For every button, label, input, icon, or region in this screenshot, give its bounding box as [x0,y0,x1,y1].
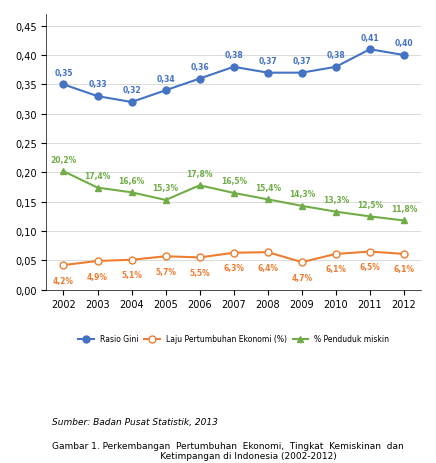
Text: 6,1%: 6,1% [325,265,346,274]
Text: 0,41: 0,41 [361,33,379,43]
Text: 11,8%: 11,8% [391,204,417,213]
Text: 15,3%: 15,3% [153,184,179,193]
Text: 0,40: 0,40 [395,39,413,48]
Text: 6,5%: 6,5% [360,263,380,271]
Text: 17,4%: 17,4% [84,172,111,181]
Text: 4,2%: 4,2% [53,276,74,285]
Text: 0,33: 0,33 [88,80,107,89]
Text: 15,4%: 15,4% [255,183,281,192]
Text: 13,3%: 13,3% [323,196,349,205]
Text: 4,9%: 4,9% [87,272,108,281]
Text: 0,36: 0,36 [191,63,209,72]
Text: 6,3%: 6,3% [223,264,244,273]
Text: Gambar 1. Perkembangan  Pertumbuhan  Ekonomi,  Tingkat  Kemiskinan  dan
        : Gambar 1. Perkembangan Pertumbuhan Ekono… [52,441,404,460]
Text: Sumber: Badan Pusat Statistik, 2013: Sumber: Badan Pusat Statistik, 2013 [52,417,218,425]
Text: 20,2%: 20,2% [51,155,77,164]
Text: 17,8%: 17,8% [187,169,213,178]
Text: 4,7%: 4,7% [291,273,313,282]
Text: 16,6%: 16,6% [119,176,145,185]
Text: 0,38: 0,38 [225,51,243,60]
Text: 6,1%: 6,1% [393,265,415,274]
Text: 14,3%: 14,3% [289,190,315,199]
Text: 16,5%: 16,5% [221,177,247,186]
Text: 0,38: 0,38 [327,51,345,60]
Text: 0,35: 0,35 [54,69,73,78]
Text: 0,37: 0,37 [293,57,311,66]
Text: 5,1%: 5,1% [121,271,142,280]
Text: 0,32: 0,32 [122,86,141,95]
Legend: Rasio Gini, Laju Pertumbuhan Ekonomi (%), % Penduduk miskin: Rasio Gini, Laju Pertumbuhan Ekonomi (%)… [75,332,392,347]
Text: 12,5%: 12,5% [357,200,383,209]
Text: 5,5%: 5,5% [189,269,210,277]
Text: 5,7%: 5,7% [155,267,176,276]
Text: 6,4%: 6,4% [257,263,278,272]
Text: 0,37: 0,37 [259,57,277,66]
Text: 0,34: 0,34 [157,75,175,83]
